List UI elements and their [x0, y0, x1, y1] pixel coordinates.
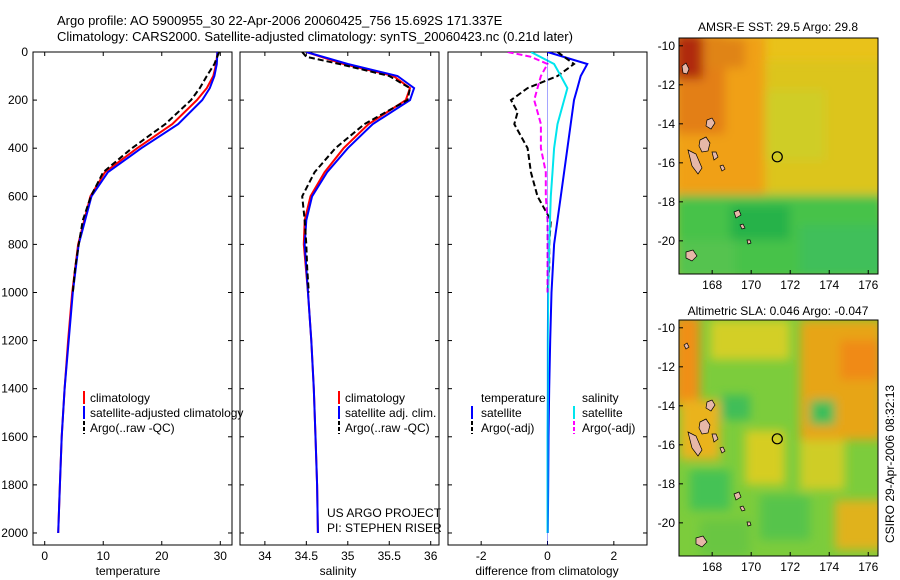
sla-map-ytick-label: -10 [658, 321, 676, 335]
sla-map-ytick-label: -14 [658, 399, 676, 413]
legend-label-sal-satellite: satellite [582, 406, 623, 420]
sst-map-ytick-label: -10 [658, 39, 676, 53]
salinity-series-argo-raw-qc [301, 52, 412, 293]
legend-label-temp-satellite: satellite [481, 406, 522, 420]
sst-map-xtick-label: 170 [741, 278, 761, 292]
sst-map-xtick-label: 174 [819, 278, 839, 292]
legend-label-climatology: climatology [90, 391, 150, 405]
sst-map-xtick-label: 168 [702, 278, 722, 292]
sla-map-field [679, 320, 878, 556]
figure-title-line2: Climatology: CARS2000. Satellite-adjuste… [57, 29, 573, 44]
figure-title-line1: Argo profile: AO 5900955_30 22-Apr-2006 … [57, 13, 503, 28]
timestamp-stamp: CSIRO 29-Apr-2006 08:32:13 [883, 385, 897, 543]
sst-map-ytick-label: -12 [658, 78, 676, 92]
legend-label-climatology: climatology [345, 391, 405, 405]
legend-label-satellite: satellite-adjusted climatology [90, 406, 243, 420]
depth-tick-label: 1600 [1, 430, 28, 444]
depth-tick-label: 2000 [1, 526, 28, 540]
sst-coastlines [681, 62, 752, 262]
temperature-xtick-label: 0 [41, 549, 48, 563]
sst-float-marker [771, 151, 783, 163]
sst-map-ytick-label: -16 [658, 156, 676, 170]
temperature-xlabel: temperature [96, 564, 161, 578]
legend-label-sal-argo: Argo(-adj) [582, 421, 635, 435]
depth-tick-label: 0 [21, 45, 28, 59]
difference-series-salinity-satellite [530, 52, 569, 533]
salinity-xlabel: salinity [320, 564, 357, 578]
salinity-xtick-label: 35 [341, 549, 355, 563]
salinity-axes [239, 51, 440, 546]
salinity-legend: climatology satellite adj. clim. Argo(..… [338, 391, 436, 435]
sla-map-ytick-label: -12 [658, 360, 676, 374]
temperature-series-argo-raw-qc [71, 52, 221, 293]
temperature-series-satellite-adjusted-climatology [57, 52, 219, 534]
temperature-xtick-label: 30 [214, 549, 228, 563]
depth-tick-label: 1200 [1, 334, 28, 348]
depth-tick-label: 1000 [1, 285, 28, 299]
difference-series-temperature-satellite [546, 52, 589, 534]
salinity-series-satellite-adj-clim [303, 52, 416, 534]
sla-map-xtick-label: 170 [741, 560, 761, 574]
sla-map-ytick-label: -18 [658, 477, 676, 491]
depth-tick-label: 1800 [1, 478, 28, 492]
sla-map-xtick-label: 172 [780, 560, 800, 574]
pi-credit: PI: STEPHEN RISER [327, 521, 442, 535]
depth-tick-label: 800 [8, 237, 28, 251]
sst-map-ytick-label: -14 [658, 117, 676, 131]
legend-label-satellite: satellite adj. clim. [345, 406, 436, 420]
sla-map-xtick-label: 168 [702, 560, 722, 574]
salinity-xtick-label: 34 [258, 549, 272, 563]
sst-map-xtick-label: 176 [858, 278, 878, 292]
difference-legend: temperature satellite Argo(-adj) salinit… [471, 391, 635, 435]
sla-map-xtick-label: 174 [819, 560, 839, 574]
sla-float-marker [771, 433, 783, 445]
depth-tick-label: 200 [8, 93, 28, 107]
legend-heading-salinity: salinity [582, 391, 619, 405]
legend-label-temp-argo: Argo(-adj) [481, 421, 534, 435]
legend-label-argo: Argo(..raw -QC) [90, 421, 175, 435]
difference-xlabel: difference from climatology [475, 564, 618, 578]
temperature-xtick-label: 10 [97, 549, 111, 563]
depth-tick-label: 400 [8, 141, 28, 155]
salinity-xtick-label: 34.5 [295, 549, 319, 563]
depth-tick-label: 1400 [1, 382, 28, 396]
sst-map-ytick-label: -18 [658, 195, 676, 209]
sla-map-ytick-label: -20 [658, 516, 676, 530]
sst-map-ytick-label: -20 [658, 234, 676, 248]
sla-map-title: Altimetric SLA: 0.046 Argo: -0.047 [688, 304, 869, 318]
project-credit: US ARGO PROJECT [327, 506, 442, 520]
temperature-axes [32, 51, 233, 546]
temperature-legend: climatology satellite-adjusted climatolo… [83, 391, 243, 435]
salinity-xtick-label: 36 [424, 549, 438, 563]
sla-coastlines [683, 342, 752, 548]
sst-map-axes [678, 37, 879, 275]
difference-xtick-label: 2 [610, 549, 617, 563]
sst-map-title: AMSR-E SST: 29.5 Argo: 29.8 [698, 20, 858, 34]
sst-map-xtick-label: 172 [780, 278, 800, 292]
difference-xtick-label: -2 [476, 549, 487, 563]
difference-series-salinity-argo-adj [507, 52, 549, 293]
legend-heading-temperature: temperature [481, 391, 546, 405]
sla-map-ytick-label: -16 [658, 438, 676, 452]
difference-xtick-label: 0 [544, 549, 551, 563]
sla-map-xtick-label: 176 [858, 560, 878, 574]
depth-tick-label: 600 [8, 189, 28, 203]
sla-map-axes [678, 319, 879, 557]
legend-label-argo: Argo(..raw -QC) [345, 421, 430, 435]
temperature-xtick-label: 20 [155, 549, 169, 563]
salinity-xtick-label: 35.5 [378, 549, 402, 563]
